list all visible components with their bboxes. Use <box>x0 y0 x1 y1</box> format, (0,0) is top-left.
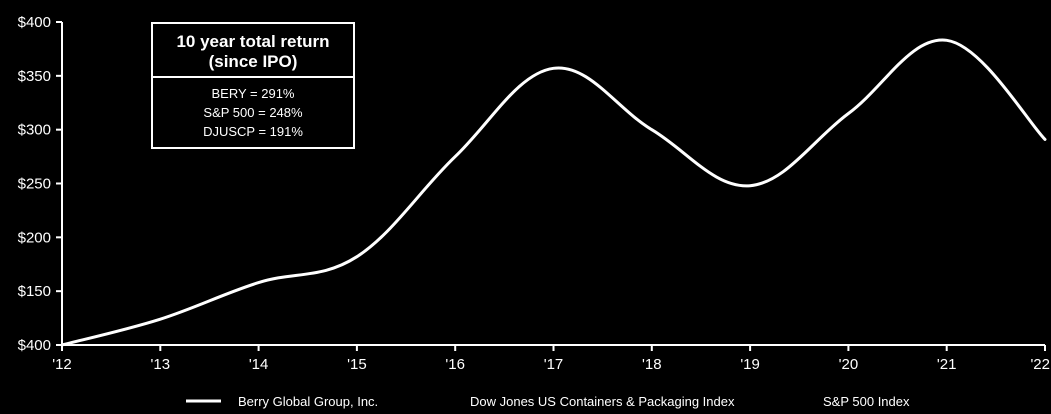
series-line-berry <box>60 38 1047 347</box>
x-tick-label: '15 <box>347 356 367 373</box>
y-tick-label: $150 <box>18 283 51 300</box>
x-axis-ticks: '12 '13 '14 '15 '16 '17 '18 '19 '20 '21 '22 <box>52 345 1050 373</box>
x-tick-label: '14 <box>249 356 269 373</box>
x-tick-label: '12 <box>52 356 72 373</box>
chart-legend: Berry Global Group, Inc. Dow Jones US Con… <box>186 394 910 409</box>
annotation-line-djuscp: DJUSCP = 191% <box>203 124 303 139</box>
x-tick-label: '22 <box>1030 356 1050 373</box>
legend-label: Dow Jones US Containers & Packaging Inde… <box>470 394 735 409</box>
x-tick-label: '21 <box>937 356 957 373</box>
y-tick-label: $200 <box>18 229 51 246</box>
annotation-box-frame <box>151 22 355 149</box>
x-tick-label: '17 <box>544 356 564 373</box>
annotation-title-line-2: (since IPO) <box>209 52 298 71</box>
x-tick-label: '16 <box>445 356 465 373</box>
series-layer <box>60 38 1047 347</box>
annotation-line-bery: BERY = 291% <box>212 86 295 101</box>
y-tick-label: $300 <box>18 122 51 139</box>
y-tick-label: $350 <box>18 68 51 85</box>
x-tick-label: '13 <box>151 356 171 373</box>
annotation-title-line-1: 10 year total return <box>176 32 329 51</box>
y-tick-label: $250 <box>18 176 51 193</box>
x-tick-label: '18 <box>642 356 662 373</box>
x-tick-label: '20 <box>839 356 859 373</box>
annotation-line-sp500: S&P 500 = 248% <box>203 105 303 120</box>
legend-label: S&P 500 Index <box>823 394 910 409</box>
annotation-box: 10 year total return (since IPO) BERY = … <box>151 22 355 149</box>
legend-label: Berry Global Group, Inc. <box>238 394 378 409</box>
y-tick-label: $400 <box>18 337 51 354</box>
x-tick-label: '19 <box>740 356 760 373</box>
y-axis-ticks: $400 $150 $200 $250 $300 $350 $400 <box>18 14 62 354</box>
y-tick-label: $400 <box>18 14 51 31</box>
